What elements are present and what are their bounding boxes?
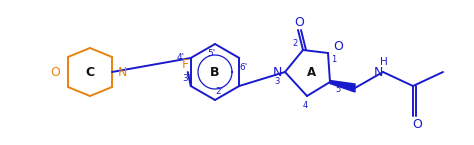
Text: N: N (272, 66, 282, 78)
Text: 3': 3' (182, 74, 191, 83)
Text: 2': 2' (215, 87, 223, 97)
Text: O: O (50, 66, 60, 78)
Text: O: O (294, 16, 304, 29)
Text: 1: 1 (331, 55, 337, 64)
Text: 6': 6' (239, 62, 247, 71)
Text: B: B (210, 66, 220, 78)
Polygon shape (330, 80, 355, 92)
Text: H: H (380, 57, 388, 67)
Text: N: N (374, 67, 383, 79)
Text: O: O (333, 39, 343, 52)
Text: 4: 4 (302, 102, 308, 110)
Text: 2: 2 (292, 39, 298, 48)
Text: 4': 4' (177, 54, 185, 62)
Text: N: N (117, 66, 127, 78)
Text: O: O (412, 118, 422, 132)
Text: 5: 5 (336, 86, 341, 95)
Text: F: F (182, 58, 189, 70)
Text: A: A (307, 66, 316, 79)
Text: C: C (85, 66, 94, 78)
Text: 3: 3 (274, 77, 280, 87)
Text: 5': 5' (207, 48, 215, 58)
